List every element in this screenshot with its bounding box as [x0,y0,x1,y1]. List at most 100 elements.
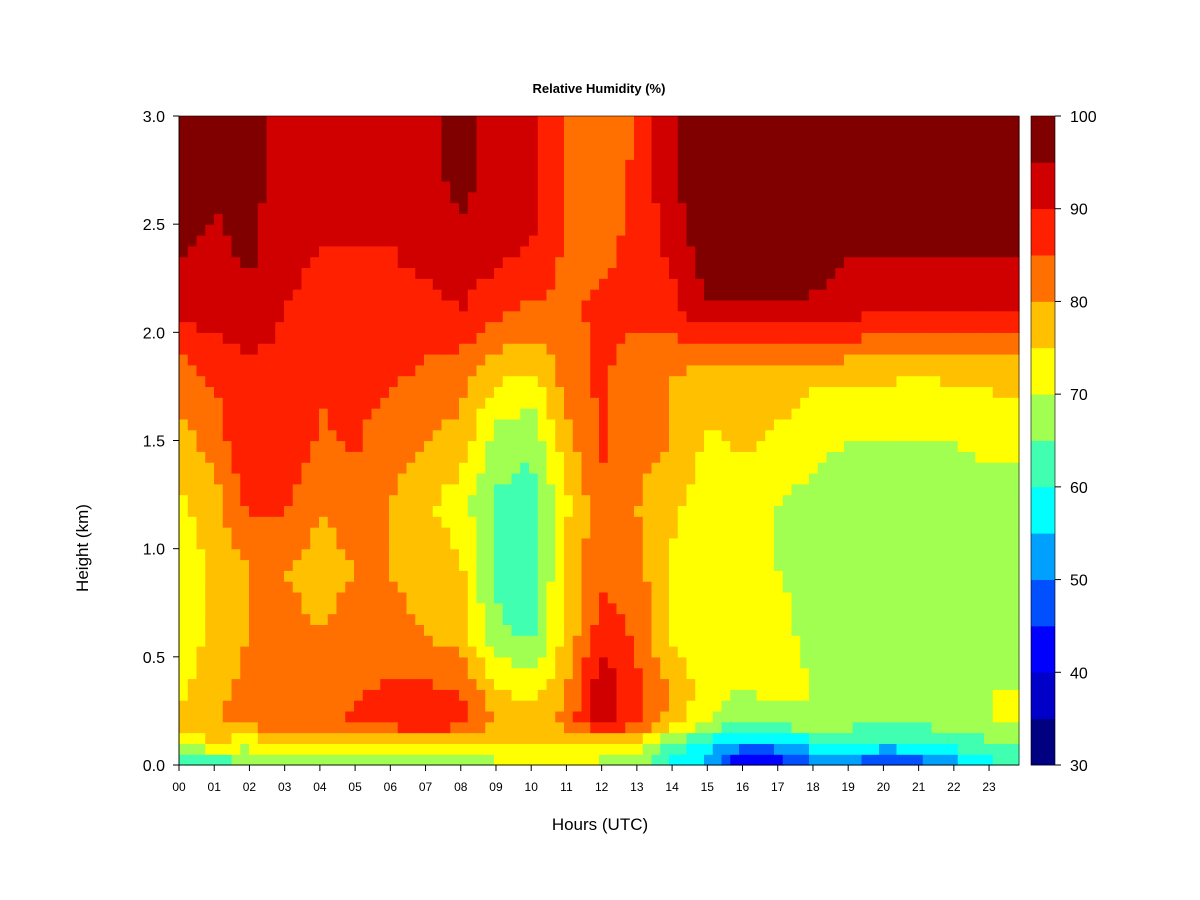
heatmap-cell [826,245,836,258]
heatmap-cell [634,202,644,214]
heatmap-cell [905,224,915,236]
heatmap-cell [861,656,871,669]
heatmap-cell [257,213,268,225]
heatmap-cell [459,408,469,420]
heatmap-cell [669,559,679,571]
heatmap-cell [861,570,871,582]
heatmap-cell [669,472,679,485]
heatmap-cell [712,743,723,755]
heatmap-cell [572,353,583,366]
heatmap-cell [564,710,574,723]
heatmap-cell [914,440,924,452]
heatmap-cell [257,570,268,582]
heatmap-cell [502,656,513,669]
heatmap-cell [616,256,626,269]
heatmap-cell [686,213,696,225]
heatmap-cell [546,202,556,214]
heatmap-cell [266,278,276,290]
heatmap-cell [887,743,898,755]
heatmap-cell [765,591,775,604]
heatmap-cell [599,483,609,496]
heatmap-cell [704,332,714,344]
heatmap-cell [546,462,556,474]
heatmap-cell [852,418,863,431]
heatmap-cell [275,537,285,550]
heatmap-cell [590,397,600,409]
heatmap-cell [800,429,810,442]
heatmap-cell [642,700,653,712]
heatmap-cell [555,559,565,571]
heatmap-cell [441,310,451,323]
heatmap-cell [747,440,758,452]
heatmap-cell [214,743,224,755]
heatmap-cell [905,375,915,388]
heatmap-cell [319,613,329,625]
heatmap-cell [616,299,626,312]
heatmap-cell [389,570,399,582]
heatmap-cell [502,321,513,333]
heatmap-cell [301,667,311,680]
heatmap-cell [214,408,224,420]
heatmap-cell [642,570,653,582]
heatmap-cell [826,613,836,625]
heatmap-cell [686,386,696,398]
heatmap-cell [625,678,635,690]
heatmap-cell [800,635,810,647]
heatmap-cell [310,570,320,582]
heatmap-cell [214,472,224,485]
heatmap-cell [275,743,285,755]
heatmap-cell [607,570,618,582]
heatmap-cell [459,516,469,528]
heatmap-cell [441,386,451,398]
heatmap-cell [205,559,215,571]
heatmap-cell [984,646,994,658]
heatmap-cell [747,364,758,377]
heatmap-cell [537,548,548,561]
heatmap-cell [607,256,618,269]
heatmap-cell [590,678,600,690]
heatmap-cell [677,440,688,452]
heatmap-cell [354,462,364,474]
heatmap-cell [1001,537,1011,550]
heatmap-cell [835,527,845,539]
heatmap-cell [677,754,688,766]
heatmap-cell [257,483,268,496]
heatmap-cell [651,267,661,279]
heatmap-cell [511,278,521,290]
heatmap-cell [406,267,416,279]
heatmap-cell [730,570,740,582]
heatmap-cell [870,613,880,625]
heatmap-cell [564,559,574,571]
heatmap-cell [275,353,285,366]
heatmap-cell [301,743,311,755]
heatmap-cell [476,429,486,442]
heatmap-cell [835,602,845,615]
heatmap-cell [572,646,583,658]
heatmap-cell [275,700,285,712]
heatmap-cell [966,689,976,701]
heatmap-cell [712,429,723,442]
heatmap-cell [642,278,653,290]
heatmap-cell [835,678,845,690]
heatmap-cell [791,256,801,269]
heatmap-cell [476,224,486,236]
heatmap-cell [914,559,924,571]
heatmap-cell [861,267,871,279]
heatmap-cell [240,245,250,258]
heatmap-cell [756,429,766,442]
heatmap-cell [266,537,276,550]
heatmap-cell [791,397,801,409]
heatmap-cell [590,559,600,571]
heatmap-cell [879,386,889,398]
heatmap-cell [467,494,478,506]
heatmap-cell [800,224,810,236]
heatmap-cell [459,353,469,366]
heatmap-cell [354,364,364,377]
heatmap-cell [826,202,836,214]
heatmap-cell [476,299,486,312]
heatmap-cell [292,678,303,690]
heatmap-cell [537,678,548,690]
heatmap-cell [695,700,705,712]
heatmap-cell [476,494,486,506]
heatmap-cell [196,743,206,755]
